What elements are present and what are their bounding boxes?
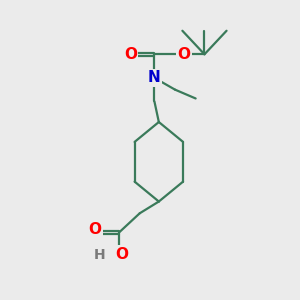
Text: H: H	[94, 248, 106, 262]
Text: O: O	[88, 222, 101, 237]
Text: O: O	[115, 247, 128, 262]
Text: N: N	[148, 70, 161, 86]
Text: O: O	[177, 47, 190, 62]
Text: O: O	[124, 47, 137, 62]
